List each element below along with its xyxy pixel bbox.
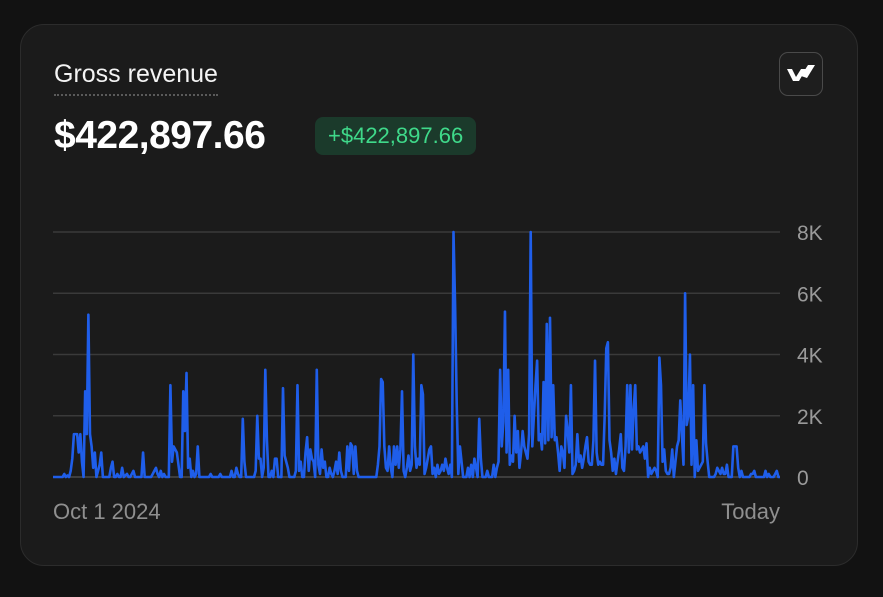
y-tick-label-2k: 2K bbox=[797, 406, 823, 429]
y-tick-label-8k: 8K bbox=[797, 222, 823, 245]
revenue-series-line[interactable] bbox=[53, 230, 780, 479]
y-tick-label-4k: 4K bbox=[797, 345, 823, 368]
revenue-delta-badge: +$422,897.66 bbox=[315, 117, 477, 155]
x-end-label: Today bbox=[721, 499, 780, 524]
y-tick-label-6k: 6K bbox=[797, 283, 823, 306]
revenue-amount: $422,897.66 bbox=[54, 114, 266, 157]
y-tick-label-0: 0 bbox=[797, 467, 809, 490]
x-start-label: Oct 1 2024 bbox=[53, 499, 161, 524]
stripe-logo-button[interactable] bbox=[779, 52, 823, 96]
stripe-logo-icon bbox=[787, 65, 815, 81]
card-title[interactable]: Gross revenue bbox=[54, 59, 218, 96]
